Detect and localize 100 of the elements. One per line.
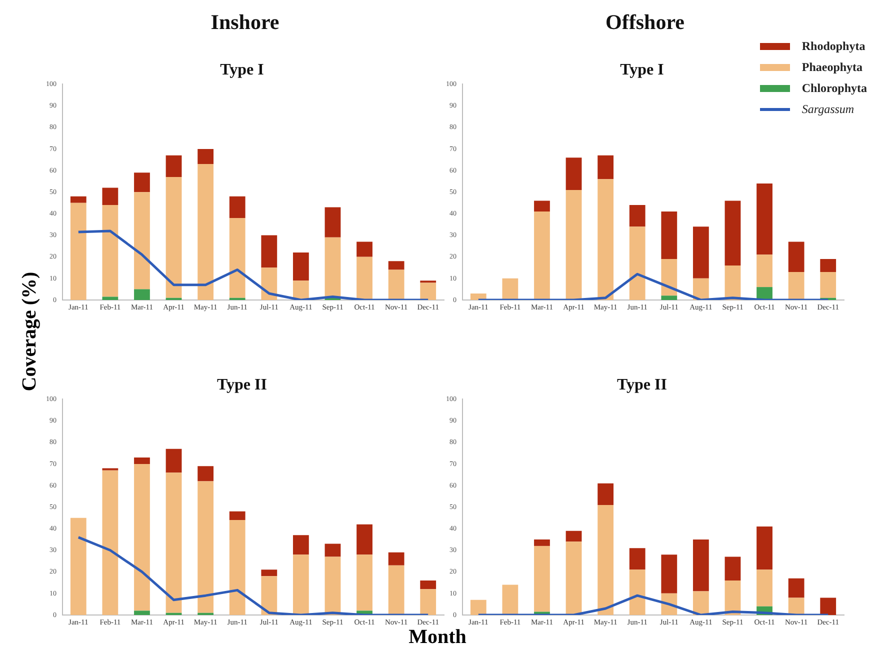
bar	[724, 200, 741, 266]
bar	[724, 265, 741, 300]
bar	[788, 272, 804, 300]
bar	[820, 272, 836, 298]
bar	[470, 600, 486, 615]
chart-subtitle: Offshore	[604, 10, 686, 35]
bar	[356, 242, 372, 257]
bar	[502, 584, 518, 615]
bar	[356, 524, 372, 555]
bar	[324, 207, 341, 238]
bar	[229, 196, 246, 218]
bar	[166, 176, 182, 298]
bar	[134, 464, 150, 611]
bar	[788, 578, 804, 598]
bar	[198, 466, 214, 482]
bar	[388, 552, 404, 566]
bar	[692, 591, 709, 615]
bar	[388, 261, 404, 270]
bar	[324, 237, 341, 298]
bar	[661, 296, 678, 300]
bar	[292, 535, 309, 555]
bar	[502, 278, 518, 300]
chart-title: Type II	[617, 376, 667, 394]
bar	[70, 196, 86, 203]
chart-title: Type II	[217, 376, 267, 394]
bar	[324, 556, 341, 615]
bar	[134, 457, 150, 464]
bar	[566, 530, 582, 542]
chart-subtitle: Inshore	[210, 10, 280, 35]
chart-title: Type I	[620, 62, 664, 79]
bar	[661, 554, 678, 594]
bar	[692, 539, 709, 592]
bar	[166, 472, 182, 613]
legend-label: Rhodophyta	[802, 39, 866, 54]
bar	[166, 155, 182, 177]
bar	[134, 610, 150, 615]
bar	[629, 205, 646, 227]
bar	[198, 481, 214, 613]
bar	[756, 287, 772, 300]
bar	[534, 212, 550, 300]
bar	[134, 289, 150, 300]
bar	[70, 202, 86, 300]
bar	[756, 526, 772, 570]
bar	[166, 448, 182, 473]
bar	[292, 252, 309, 281]
bar	[102, 296, 118, 300]
bar	[261, 268, 278, 300]
bar	[692, 226, 709, 278]
x-axis-title: Month	[408, 626, 468, 649]
bar	[566, 190, 582, 300]
bar	[134, 192, 150, 290]
bar	[661, 259, 678, 296]
bar	[324, 544, 341, 557]
bar	[598, 504, 614, 615]
bar	[470, 294, 486, 300]
bar	[629, 548, 646, 570]
bar	[420, 589, 436, 615]
bar	[356, 256, 372, 300]
bar	[70, 518, 86, 615]
bar	[261, 576, 278, 615]
bar	[134, 172, 150, 192]
bar	[629, 226, 646, 300]
bar	[820, 598, 836, 615]
bar	[566, 542, 582, 615]
bar	[261, 235, 278, 268]
bar	[388, 565, 404, 615]
bar	[229, 218, 246, 298]
y-axis-title: Coverage (%)	[18, 270, 42, 394]
bar	[534, 200, 550, 212]
bar	[229, 520, 246, 615]
legend-label: Sargassum	[802, 102, 854, 117]
bar	[102, 188, 118, 206]
bar	[198, 164, 214, 300]
bar	[598, 483, 614, 505]
bar	[292, 280, 309, 300]
chart-title: Type I	[220, 62, 264, 79]
bar	[661, 212, 678, 259]
bar	[198, 148, 214, 164]
bar	[629, 570, 646, 615]
bar	[756, 570, 772, 606]
bar	[420, 580, 436, 590]
bar	[756, 183, 772, 255]
bar	[292, 554, 309, 615]
legend-label: Phaeophyta	[802, 60, 863, 75]
bar	[229, 511, 246, 520]
bar	[724, 580, 741, 615]
bar	[756, 254, 772, 288]
bar	[534, 546, 550, 612]
bar	[724, 556, 741, 580]
bar	[598, 179, 614, 300]
legend-label: Chlorophyta	[802, 81, 867, 96]
bar	[356, 554, 372, 611]
bar	[692, 278, 709, 300]
bar	[261, 570, 278, 576]
bar	[820, 259, 836, 272]
bar	[420, 282, 436, 300]
bar	[102, 470, 118, 615]
bar	[566, 158, 582, 190]
bar	[598, 155, 614, 180]
bar	[102, 205, 118, 297]
